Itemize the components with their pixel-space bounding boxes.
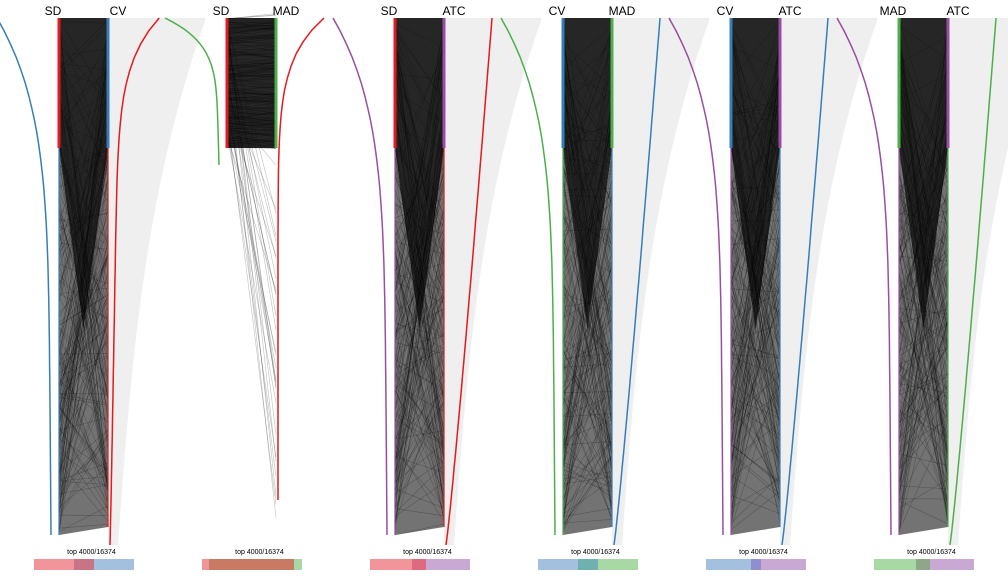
rank-line <box>226 114 277 505</box>
right-density-fill <box>612 18 710 545</box>
venn-right-only <box>94 559 134 570</box>
right-curve <box>109 17 160 546</box>
right-metric-label: MAD <box>609 4 636 18</box>
right-metric-label: CV <box>110 4 127 18</box>
rank-line <box>226 15 277 19</box>
dense-line-core <box>227 18 276 148</box>
line-fan <box>899 148 948 535</box>
top-n-label: top 4000/16374 <box>67 549 116 556</box>
venn-right-only <box>294 559 302 570</box>
top-n-label: top 4000/16374 <box>907 549 956 556</box>
venn-overlap <box>751 559 761 570</box>
right-curve <box>949 17 997 546</box>
right-curve <box>445 17 493 546</box>
left-curve <box>164 17 220 166</box>
panel-mad-atc: MAD ATC top 4000/16374 <box>836 4 1008 570</box>
venn-overlap <box>916 559 930 570</box>
left-metric-label: SD <box>45 4 62 18</box>
rank-line <box>226 124 277 458</box>
right-curve <box>781 17 829 546</box>
top-n-label: top 4000/16374 <box>571 549 620 556</box>
venn-left-only <box>538 559 578 570</box>
venn-right-only <box>426 559 470 570</box>
panel-sd-atc: SD ATC top 4000/16374 <box>332 4 542 570</box>
left-metric-label: MAD <box>880 4 907 18</box>
right-curve <box>277 17 325 500</box>
right-density-fill <box>780 18 878 545</box>
left-curve <box>500 17 556 536</box>
rank-line <box>226 107 277 381</box>
line-fan <box>59 148 108 535</box>
rank-line <box>226 135 277 291</box>
right-metric-label: ATC <box>946 4 969 18</box>
dense-line-core <box>899 18 948 330</box>
left-curve <box>332 17 388 536</box>
top-n-label: top 4000/16374 <box>403 549 452 556</box>
venn-left-only <box>370 559 412 570</box>
panel-sd-mad: SD MAD top 4000/16374 <box>164 4 325 570</box>
rank-line <box>226 133 277 403</box>
left-curve <box>0 21 52 536</box>
right-curve <box>613 17 661 546</box>
line-fan <box>563 148 612 535</box>
right-density-fill <box>444 18 542 545</box>
venn-overlap <box>209 559 294 570</box>
top-n-label: top 4000/16374 <box>235 549 284 556</box>
left-curve <box>668 17 724 536</box>
rank-line <box>226 111 277 356</box>
panel-cv-atc: CV ATC top 4000/16374 <box>668 4 878 570</box>
panel-sd-cv: SD CV top 4000/16374 <box>0 4 206 570</box>
left-curve <box>836 17 892 536</box>
line-fan <box>395 148 444 535</box>
dense-line-core <box>395 18 444 330</box>
panel-cv-mad: CV MAD top 4000/16374 <box>500 4 710 570</box>
right-density-fill <box>948 18 1008 545</box>
line-fan <box>731 148 780 535</box>
left-metric-label: SD <box>381 4 398 18</box>
right-metric-label: ATC <box>778 4 801 18</box>
left-metric-label: CV <box>717 4 734 18</box>
venn-overlap <box>578 559 598 570</box>
right-density-fill <box>108 18 206 545</box>
venn-left-only <box>706 559 751 570</box>
top-n-label: top 4000/16374 <box>739 549 788 556</box>
venn-right-only <box>761 559 806 570</box>
left-metric-label: CV <box>549 4 566 18</box>
venn-left-only <box>34 559 74 570</box>
dense-line-core <box>563 18 612 330</box>
rank-line <box>226 106 277 369</box>
rank-line <box>226 128 277 353</box>
right-metric-label: ATC <box>442 4 465 18</box>
venn-overlap <box>412 559 426 570</box>
dense-line-core <box>731 18 780 330</box>
left-metric-label: SD <box>213 4 230 18</box>
venn-right-only <box>598 559 638 570</box>
dense-line-core <box>59 18 108 330</box>
venn-overlap <box>74 559 94 570</box>
venn-right-only <box>930 559 974 570</box>
right-metric-label: MAD <box>273 4 300 18</box>
venn-left-only <box>874 559 916 570</box>
venn-left-only <box>202 559 209 570</box>
